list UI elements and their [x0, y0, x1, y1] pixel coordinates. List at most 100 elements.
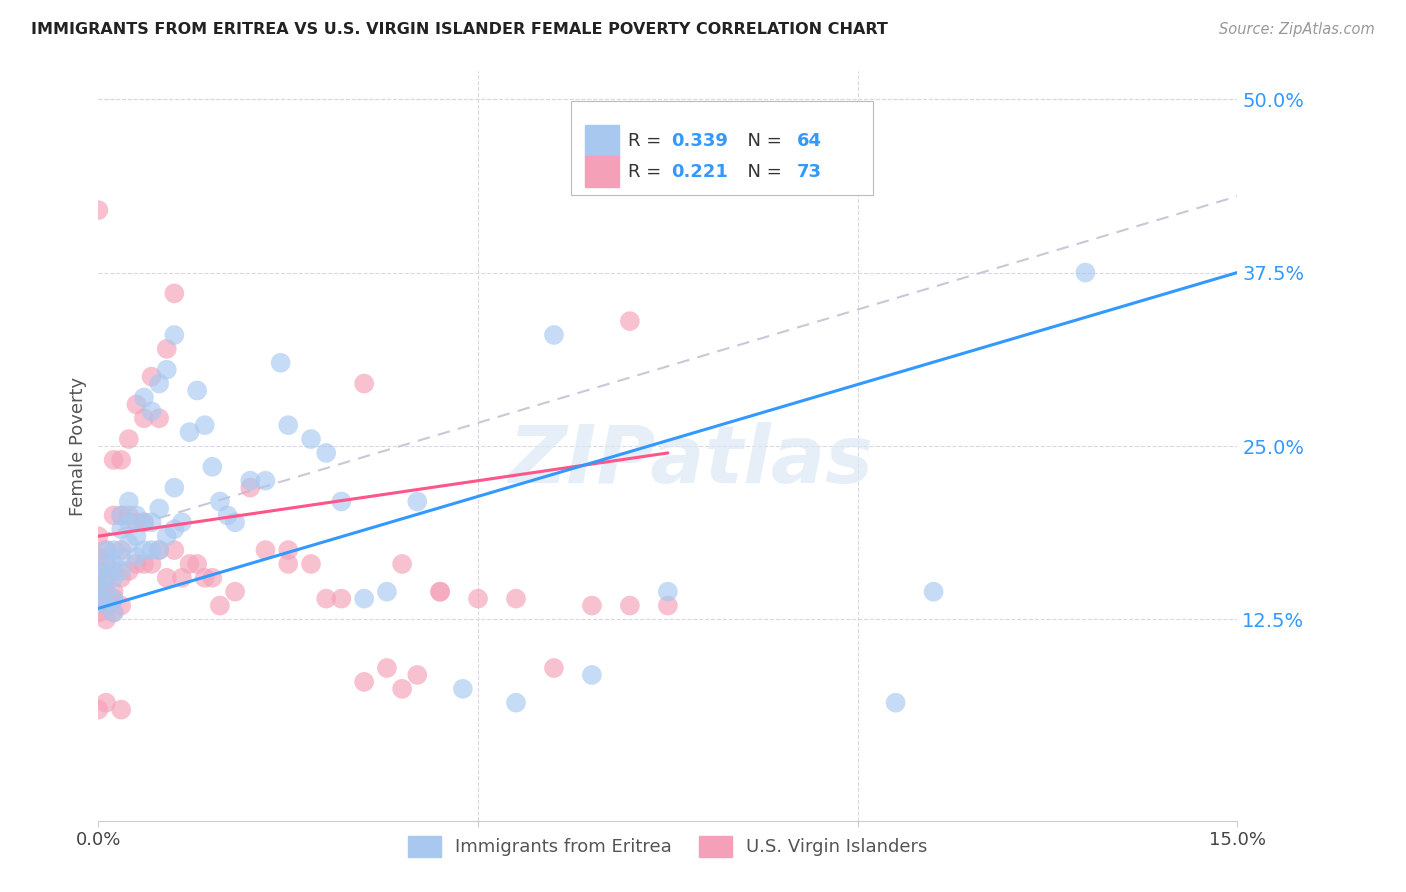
Point	[141, 516, 163, 530]
Point	[375, 661, 398, 675]
Point	[505, 696, 527, 710]
Point	[254, 543, 277, 558]
Text: IMMIGRANTS FROM ERITREA VS U.S. VIRGIN ISLANDER FEMALE POVERTY CORRELATION CHART: IMMIGRANTS FROM ERITREA VS U.S. VIRGIN I…	[31, 22, 887, 37]
Point	[110, 599, 132, 613]
Point	[353, 674, 375, 689]
Point	[353, 591, 375, 606]
Point	[179, 557, 201, 571]
Point	[125, 516, 148, 530]
Point	[581, 668, 603, 682]
Point	[467, 591, 489, 606]
Point	[125, 508, 148, 523]
Point	[179, 425, 201, 439]
Point	[125, 529, 148, 543]
Point	[87, 703, 110, 717]
Point	[451, 681, 474, 696]
Point	[543, 661, 565, 675]
Point	[429, 584, 451, 599]
Point	[543, 328, 565, 343]
Point	[103, 543, 125, 558]
Point	[110, 508, 132, 523]
Bar	[585, 156, 619, 187]
Point	[103, 564, 125, 578]
Point	[353, 376, 375, 391]
Point	[330, 591, 353, 606]
Point	[94, 557, 117, 571]
Point	[770, 127, 793, 141]
Point	[429, 584, 451, 599]
Point	[103, 453, 125, 467]
Point	[657, 599, 679, 613]
Text: 0.221: 0.221	[671, 162, 728, 180]
Point	[103, 591, 125, 606]
Point	[922, 584, 945, 599]
Point	[94, 612, 117, 626]
Point	[87, 606, 110, 620]
Point	[186, 384, 208, 398]
Point	[87, 578, 110, 592]
Point	[94, 599, 117, 613]
Point	[94, 571, 117, 585]
Point	[201, 571, 224, 585]
Point	[657, 584, 679, 599]
Point	[103, 591, 125, 606]
Point	[125, 549, 148, 564]
Point	[94, 584, 117, 599]
Point	[148, 376, 170, 391]
Point	[103, 571, 125, 585]
Point	[505, 591, 527, 606]
Point	[239, 474, 262, 488]
Text: N =: N =	[737, 132, 787, 150]
Point	[170, 571, 193, 585]
Point	[391, 557, 413, 571]
Point	[132, 391, 155, 405]
Y-axis label: Female Poverty: Female Poverty	[69, 376, 87, 516]
Point	[217, 508, 239, 523]
Point	[156, 342, 179, 356]
Point	[118, 508, 141, 523]
Point	[156, 529, 179, 543]
Point	[118, 564, 141, 578]
Point	[277, 543, 299, 558]
Point	[94, 557, 117, 571]
Point	[132, 557, 155, 571]
Point	[239, 481, 262, 495]
Point	[94, 571, 117, 585]
Point	[110, 508, 132, 523]
Point	[132, 516, 155, 530]
Point	[110, 703, 132, 717]
Point	[118, 516, 141, 530]
Point	[103, 606, 125, 620]
Point	[156, 362, 179, 376]
Point	[87, 591, 110, 606]
Point	[118, 536, 141, 550]
Point	[406, 668, 429, 682]
Point	[375, 584, 398, 599]
Point	[118, 432, 141, 446]
Text: 64: 64	[797, 132, 821, 150]
Point	[125, 397, 148, 411]
Point	[254, 474, 277, 488]
Point	[87, 578, 110, 592]
Legend: Immigrants from Eritrea, U.S. Virgin Islanders: Immigrants from Eritrea, U.S. Virgin Isl…	[401, 829, 935, 864]
Point	[208, 599, 231, 613]
Text: Source: ZipAtlas.com: Source: ZipAtlas.com	[1219, 22, 1375, 37]
Point	[1074, 266, 1097, 280]
Point	[163, 328, 186, 343]
Point	[619, 599, 641, 613]
Point	[141, 543, 163, 558]
Point	[170, 516, 193, 530]
Point	[94, 543, 117, 558]
Point	[103, 606, 125, 620]
Point	[132, 543, 155, 558]
Point	[208, 494, 231, 508]
Point	[94, 584, 117, 599]
Point	[391, 681, 413, 696]
Point	[103, 557, 125, 571]
Point	[224, 584, 246, 599]
Point	[132, 411, 155, 425]
Point	[141, 557, 163, 571]
Point	[87, 591, 110, 606]
Point	[619, 314, 641, 328]
Point	[103, 508, 125, 523]
